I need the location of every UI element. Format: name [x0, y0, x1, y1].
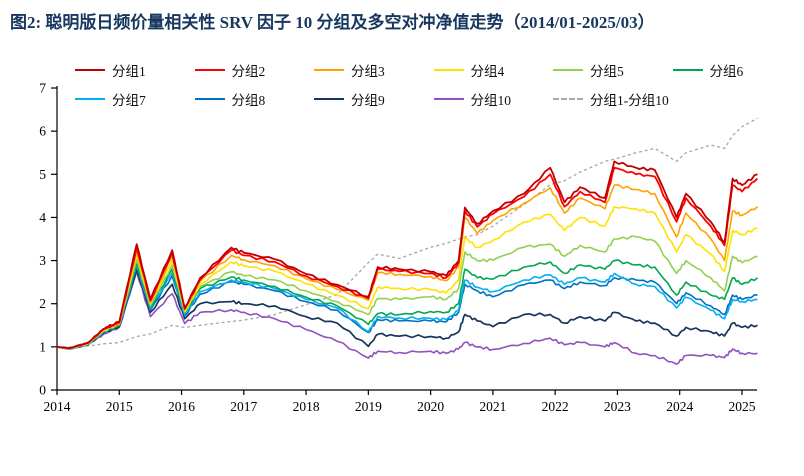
y-tick-label: 7	[39, 81, 46, 96]
series-分组8	[56, 266, 758, 350]
legend-label: 分组5	[590, 64, 624, 79]
legend-label: 分组1	[112, 64, 146, 79]
x-tick-label: 2016	[168, 399, 195, 414]
legend-line-swatch	[314, 98, 344, 100]
y-tick-label: 5	[39, 167, 46, 182]
legend-line-swatch	[433, 98, 464, 100]
legend-item-分组7: 分组7	[75, 91, 195, 108]
legend-label: 分组3	[351, 64, 385, 79]
legend-line-swatch	[314, 69, 344, 71]
legend-label: 分组8	[231, 93, 266, 108]
legend-label: 分组1-分组10	[590, 93, 669, 108]
legend-line-swatch	[553, 69, 583, 71]
x-tick-label: 2018	[293, 399, 320, 414]
legend-line-swatch	[553, 98, 583, 100]
series-分组4	[56, 205, 758, 350]
legend-line-swatch	[194, 69, 225, 71]
legend-label: 分组10	[470, 93, 512, 108]
legend-label: 分组6	[709, 64, 744, 79]
y-tick-label: 6	[39, 124, 46, 139]
legend-label: 分组9	[351, 93, 385, 108]
legend-item-分组4: 分组4	[433, 62, 554, 79]
chart-legend: 分组1 分组2 分组3 分组4 分组5 分组6 分组7 分组8 分组9 分组10 分组1-分组10	[75, 62, 775, 108]
legend-line-swatch	[75, 98, 105, 100]
legend-item-分组3: 分组3	[314, 62, 434, 79]
series-分组10	[56, 270, 758, 365]
legend-line-swatch	[433, 69, 464, 71]
legend-item-分组5: 分组5	[553, 62, 673, 79]
series-分组1	[56, 160, 758, 350]
series-分组5	[56, 235, 758, 350]
figure-title: 图2: 聪明版日频价量相关性 SRV 因子 10 分组及多空对冲净值走势（201…	[10, 13, 655, 32]
legend-item-分组8: 分组8	[194, 91, 315, 108]
x-tick-label: 2021	[479, 399, 506, 414]
series-分组9	[56, 268, 758, 350]
legend-line-swatch	[672, 69, 703, 71]
series-分组1-分组10	[57, 117, 758, 348]
x-tick-label: 2017	[230, 399, 257, 414]
legend-line-swatch	[75, 69, 105, 71]
x-tick-label: 2023	[604, 399, 631, 414]
x-tick-label: 2014	[44, 399, 71, 414]
y-tick-label: 1	[39, 339, 46, 354]
legend-label: 分组7	[112, 93, 146, 108]
series-分组7	[56, 264, 758, 350]
x-tick-label: 2015	[106, 399, 133, 414]
x-tick-label: 2025	[728, 399, 755, 414]
x-tick-label: 2020	[417, 399, 444, 414]
y-tick-label: 4	[39, 210, 46, 225]
legend-item-分组6: 分组6	[672, 62, 793, 79]
legend-line-swatch	[194, 98, 225, 100]
y-tick-label: 3	[39, 253, 46, 268]
x-tick-label: 2024	[666, 399, 693, 414]
x-tick-label: 2022	[542, 399, 569, 414]
legend-item-分组1: 分组1	[75, 62, 195, 79]
legend-label: 分组2	[231, 64, 266, 79]
legend-item-分组1-分组10: 分组1-分组10	[553, 91, 673, 108]
y-tick-label: 2	[39, 296, 46, 311]
legend-item-分组2: 分组2	[194, 62, 315, 79]
x-tick-label: 2019	[355, 399, 382, 414]
legend-item-分组10: 分组10	[433, 91, 554, 108]
legend-item-分组9: 分组9	[314, 91, 434, 108]
y-tick-label: 0	[39, 383, 46, 398]
legend-label: 分组4	[470, 64, 505, 79]
